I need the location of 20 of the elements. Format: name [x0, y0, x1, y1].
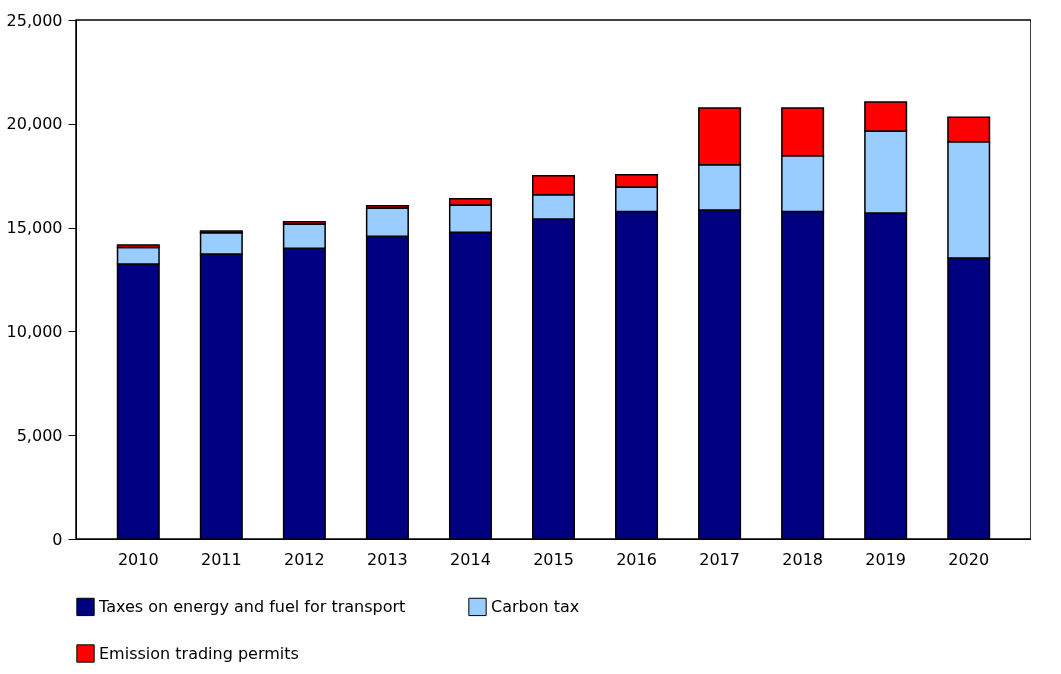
- legend-label: Carbon tax: [491, 596, 580, 616]
- x-tick-label: 2020: [948, 549, 990, 569]
- legend-label: Taxes on energy and fuel for transport: [98, 596, 406, 616]
- legend-label: Emission trading permits: [99, 643, 299, 663]
- x-tick-label: 2014: [450, 549, 491, 569]
- y-tick-label: 0: [52, 529, 63, 549]
- x-tick-label: 2013: [367, 549, 408, 569]
- y-tick-label: 25,000: [6, 10, 63, 30]
- x-tick-label: 2011: [200, 549, 242, 569]
- x-tick-label: 2015: [533, 549, 574, 569]
- x-tick-label: 2016: [616, 549, 657, 569]
- y-tick-label: 15,000: [6, 218, 63, 238]
- x-tick-label: 2012: [284, 549, 325, 569]
- x-tick-label: 2010: [117, 549, 159, 569]
- y-tick-label: 5,000: [16, 425, 63, 445]
- y-tick-label: 10,000: [6, 321, 63, 341]
- x-tick-label: 2017: [699, 549, 740, 569]
- x-tick-label: 2018: [782, 549, 823, 569]
- x-tick-label: 2019: [865, 549, 907, 569]
- y-tick-label: 20,000: [6, 114, 63, 134]
